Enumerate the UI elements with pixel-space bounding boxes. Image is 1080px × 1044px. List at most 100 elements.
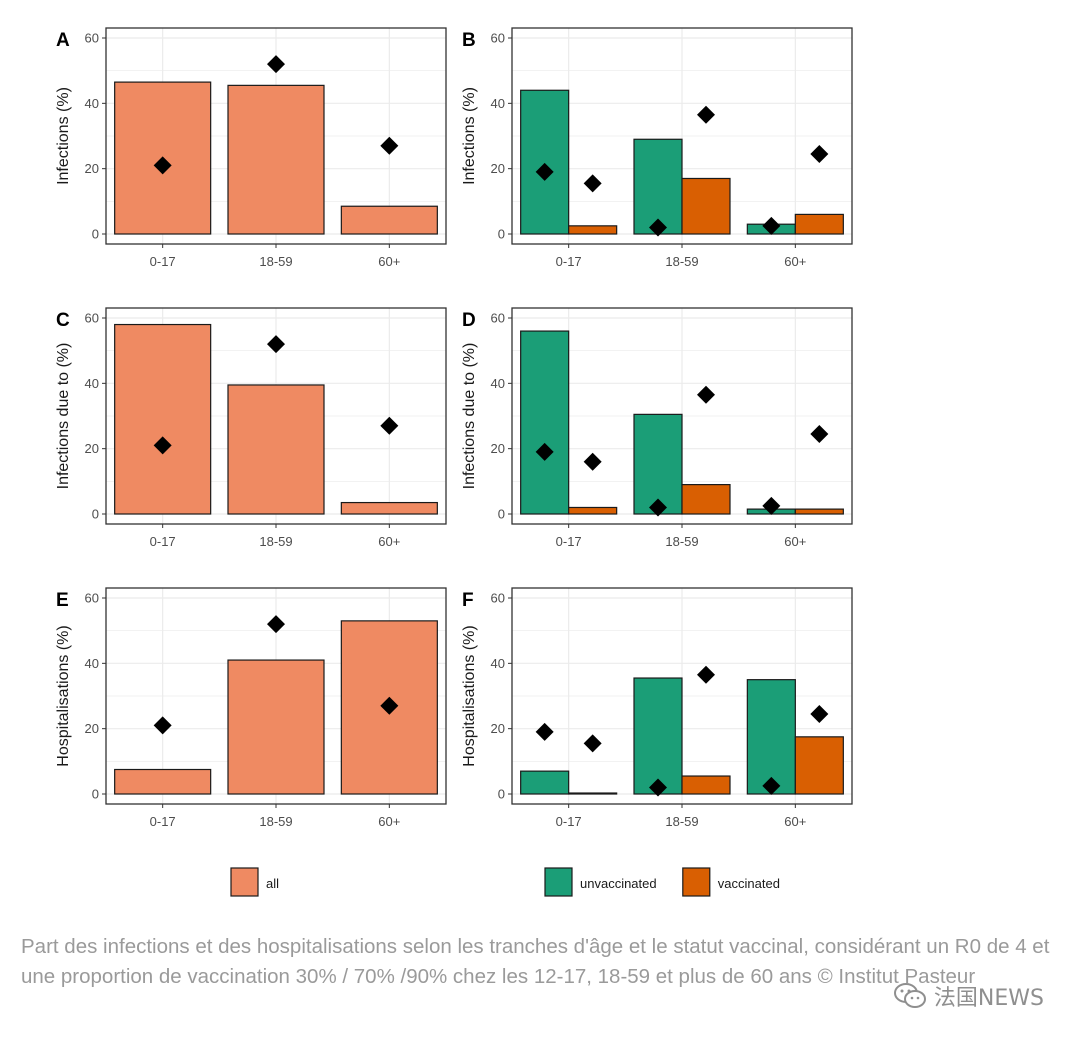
bar-vaccinated-2 (794, 736, 844, 795)
bar-all-1 (227, 384, 325, 515)
watermark: 法国NEWS (892, 980, 1044, 1012)
marker-diamond-1 (267, 335, 285, 354)
x-tick-label: 0-17 (150, 814, 176, 829)
legend-item-unvaccinated: unvaccinated (544, 867, 657, 897)
y-tick-label: 40 (85, 96, 99, 111)
bar-unvaccinated-0 (520, 89, 570, 235)
y-tick-label: 20 (85, 721, 99, 736)
legend-swatch-unvaccinated (544, 867, 573, 897)
legend-label-unvaccinated: unvaccinated (580, 876, 657, 891)
bar-all-0 (114, 323, 212, 515)
watermark-text: 法国NEWS (933, 986, 1044, 1011)
y-tick-label: 20 (85, 161, 99, 176)
legend-swatch-vaccinated (682, 867, 711, 897)
bar-vaccinated-0 (568, 792, 618, 795)
marker-diamond-3 (697, 105, 715, 124)
y-axis-title: Infections (%) (55, 87, 72, 185)
marker-diamond-5 (810, 424, 829, 443)
x-tick-label: 60+ (378, 534, 400, 549)
bar-vaccinated-0 (568, 225, 618, 235)
y-axis-title: Infections due to (%) (461, 343, 478, 490)
marker-diamond-0 (153, 436, 172, 455)
marker-diamond-0 (535, 162, 554, 181)
bar-all-2 (340, 501, 438, 515)
x-tick-label: 60+ (784, 254, 806, 269)
legend-item-vaccinated: vaccinated (682, 867, 780, 897)
y-tick-label: 0 (92, 227, 99, 242)
marker-diamond-2 (380, 696, 399, 715)
bar-vaccinated-1 (681, 177, 731, 235)
legend: all (230, 867, 279, 897)
y-axis-title: Infections (%) (461, 87, 478, 185)
y-tick-label: 0 (92, 787, 99, 802)
y-tick-label: 60 (491, 31, 505, 46)
y-tick-label: 20 (491, 161, 505, 176)
figure: 0 20 40 60 0-17 18-59 60+ Infections (%) A 0 20 40 6… (55, 27, 853, 897)
marker-diamond-2 (649, 218, 667, 237)
marker-diamond-1 (583, 174, 602, 193)
bar-all-2 (340, 205, 438, 235)
marker-diamond-2 (649, 778, 667, 797)
marker-diamond-1 (267, 55, 285, 74)
y-tick-label: 60 (85, 311, 99, 326)
marker-diamond-3 (697, 665, 715, 684)
legend-label-all: all (266, 876, 279, 891)
panel-tag: D (462, 310, 476, 331)
marker-diamond-0 (153, 716, 172, 735)
bar-unvaccinated-1 (633, 413, 683, 515)
x-tick-label: 0-17 (150, 254, 176, 269)
bar-unvaccinated-1 (633, 677, 683, 795)
x-tick-label: 18-59 (259, 254, 292, 269)
marker-diamond-3 (697, 385, 715, 404)
y-axis-title: Infections due to (%) (55, 343, 72, 490)
panel-tag: E (56, 590, 69, 611)
bar-unvaccinated-0 (520, 770, 570, 795)
x-tick-label: 18-59 (665, 254, 698, 269)
x-tick-label: 18-59 (665, 534, 698, 549)
y-tick-label: 0 (498, 787, 505, 802)
marker-diamond-1 (583, 452, 602, 471)
y-tick-label: 40 (85, 376, 99, 391)
x-tick-label: 18-59 (259, 814, 292, 829)
x-tick-label: 0-17 (150, 534, 176, 549)
panel-tag: B (462, 30, 476, 51)
legend-item-all: all (230, 867, 279, 897)
bar-vaccinated-1 (681, 775, 731, 795)
marker-diamond-0 (153, 156, 172, 175)
marker-diamond-1 (583, 734, 602, 753)
bar-unvaccinated-0 (520, 330, 570, 515)
panel-d: 0 20 40 60 0-17 18-59 60+ Infections due to (%)… (461, 307, 853, 549)
legend: unvaccinated vaccinated (544, 867, 780, 897)
marker-diamond-2 (380, 416, 399, 435)
y-tick-label: 60 (85, 31, 99, 46)
marker-diamond-1 (267, 615, 285, 634)
bar-unvaccinated-1 (633, 138, 683, 235)
x-tick-label: 60+ (378, 814, 400, 829)
figure-caption: Part des infections et des hospitalisati… (21, 935, 1050, 988)
x-tick-label: 0-17 (556, 534, 582, 549)
bar-all-1 (227, 84, 325, 235)
y-tick-label: 40 (491, 376, 505, 391)
panel-a: 0 20 40 60 0-17 18-59 60+ Infections (%) A (55, 27, 447, 269)
panel-f: 0 20 40 60 0-17 18-59 60+ Hospitalisations (%) F (461, 587, 853, 829)
legend-label-vaccinated: vaccinated (718, 876, 780, 891)
x-tick-label: 18-59 (665, 814, 698, 829)
bar-all-0 (114, 768, 212, 795)
y-tick-label: 0 (498, 227, 505, 242)
marker-diamond-2 (380, 136, 399, 155)
y-tick-label: 20 (491, 441, 505, 456)
y-tick-label: 40 (491, 656, 505, 671)
panel-tag: F (462, 590, 474, 611)
marker-diamond-0 (535, 722, 554, 741)
panel-tag: A (56, 30, 70, 51)
x-tick-label: 18-59 (259, 534, 292, 549)
y-tick-label: 40 (491, 96, 505, 111)
y-tick-label: 0 (498, 507, 505, 522)
y-tick-label: 0 (92, 507, 99, 522)
panel-e: 0 20 40 60 0-17 18-59 60+ Hospitalisations (%) E (55, 587, 447, 829)
bar-vaccinated-1 (681, 484, 731, 515)
y-axis-title: Hospitalisations (%) (55, 625, 72, 766)
legend-swatch-all (230, 867, 259, 897)
y-tick-label: 20 (491, 721, 505, 736)
x-tick-label: 0-17 (556, 254, 582, 269)
